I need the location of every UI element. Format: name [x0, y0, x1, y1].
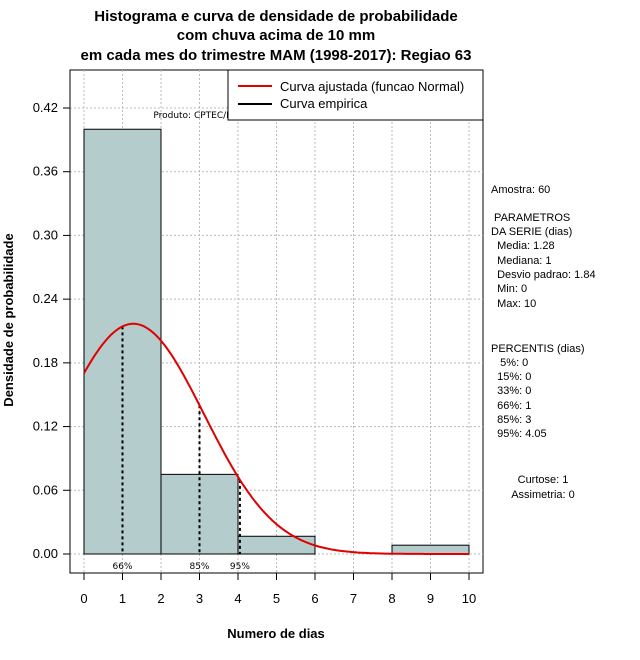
stat-p15: 15%: 0	[491, 371, 531, 383]
chart-title-line-1: Histograma e curva de densidade de proba…	[94, 8, 457, 25]
chart-title-line-3: em cada mes do trimestre MAM (1998-2017)…	[81, 47, 472, 64]
y-tick-label: 0.06	[33, 482, 58, 497]
stat-max: Max: 10	[491, 298, 536, 310]
y-tick-label: 0.30	[33, 227, 58, 242]
y-axis: 0.00 0.06 0.12 0.18 0.24 0.30 0.36 0.42	[33, 100, 71, 561]
stat-p33: 33%: 0	[491, 385, 531, 397]
x-tick-label: 3	[196, 591, 203, 606]
legend-label-empirical: Curva empirica	[280, 96, 368, 111]
y-tick-label: 0.00	[33, 546, 58, 561]
stat-percentiles-header: PERCENTIS (dias)	[491, 343, 585, 355]
normal-curve	[83, 322, 469, 555]
stat-p85: 85%: 3	[491, 414, 531, 426]
x-tick-label: 8	[388, 591, 395, 606]
stat-params-header: PARAMETROS	[491, 212, 570, 224]
x-tick-label: 10	[462, 591, 476, 606]
stat-p66: 66%: 1	[491, 400, 531, 412]
legend-box	[227, 69, 484, 121]
stat-sample: Amostra: 60	[491, 184, 550, 196]
x-tick-label: 6	[311, 591, 318, 606]
percentile-label: 66%	[112, 562, 132, 572]
x-tick-label: 7	[350, 591, 357, 606]
y-axis-label: Densidade de probabilidade	[1, 233, 16, 406]
y-tick-label: 0.12	[33, 419, 58, 434]
histogram-bar	[237, 535, 316, 555]
y-tick-label: 0.42	[33, 100, 58, 115]
x-tick-label: 2	[157, 591, 164, 606]
stat-p5: 5%: 0	[491, 357, 528, 369]
x-tick-label: 9	[427, 591, 434, 606]
percentile-label: 85%	[189, 562, 209, 572]
stat-sd: Desvio padrao: 1.84	[491, 269, 596, 281]
stat-params-subheader: DA SERIE (dias)	[491, 226, 572, 238]
stat-kurtosis: Curtose: 1	[518, 474, 569, 486]
legend: Curva ajustada (funcao Normal) Curva emp…	[227, 69, 484, 121]
x-tick-label: 5	[273, 591, 280, 606]
y-tick-label: 0.36	[33, 164, 58, 179]
percentile-lines: 66% 85% 95%	[112, 326, 250, 572]
stat-skewness: Assimetria: 0	[511, 489, 575, 501]
stats-panel: Amostra: 60 PARAMETROS DA SERIE (dias) M…	[491, 184, 596, 501]
histogram-bar	[391, 544, 470, 555]
legend-label-normal: Curva ajustada (funcao Normal)	[280, 79, 464, 94]
product-label: Produto: CPTEC/INPE	[153, 111, 247, 121]
x-tick-label: 1	[119, 591, 126, 606]
y-tick-label: 0.18	[33, 355, 58, 370]
x-tick-label: 4	[234, 591, 241, 606]
stat-mean: Media: 1.28	[491, 240, 555, 252]
x-tick-label: 0	[80, 591, 87, 606]
x-axis-label: Numero de dias	[227, 626, 325, 641]
x-axis: 0 1 2 3 4 5 6 7 8 9 10	[80, 572, 476, 606]
y-tick-label: 0.24	[33, 291, 58, 306]
chart-title-line-2: com chuva acima de 10 mm	[177, 27, 375, 44]
percentile-label: 95%	[230, 562, 250, 572]
stat-p95: 95%: 4.05	[491, 428, 547, 440]
stat-median: Mediana: 1	[491, 255, 552, 267]
stat-min: Min: 0	[491, 283, 527, 295]
